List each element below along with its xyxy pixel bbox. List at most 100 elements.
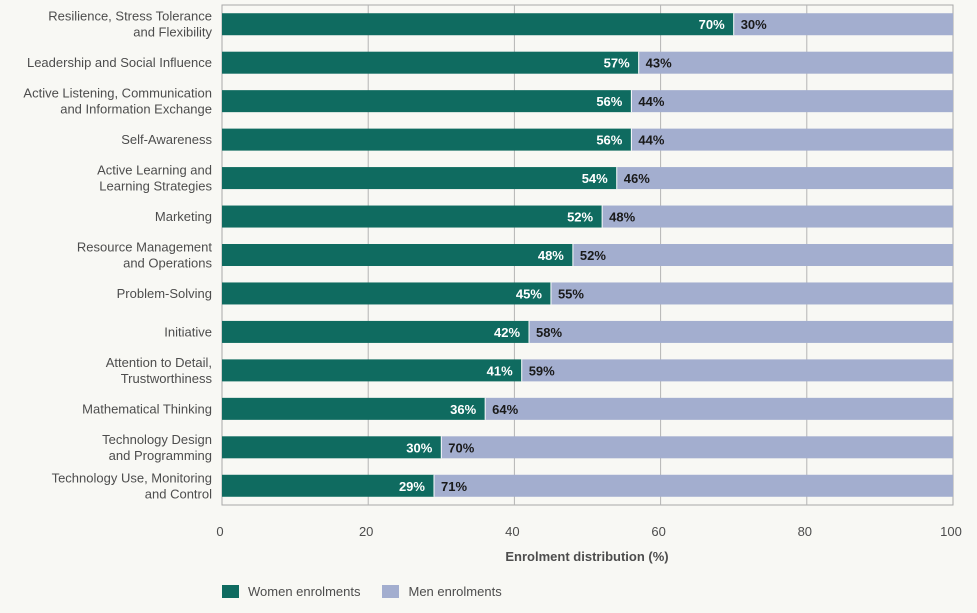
data-label-men-7: 55%: [558, 286, 584, 301]
legend-item-men: Men enrolments: [382, 584, 502, 599]
category-label-line: Technology Design: [102, 432, 212, 447]
data-label-women-9: 41%: [487, 363, 513, 378]
category-labels: Resilience, Stress Tolerance and Flexibil…: [23, 9, 212, 502]
legend-swatch-men: [382, 585, 400, 598]
category-label-5: Marketing: [155, 209, 212, 224]
category-label-line: Problem-Solving: [117, 286, 212, 301]
category-label-line: and Flexibility: [133, 25, 212, 40]
data-label-women-5: 52%: [567, 210, 593, 225]
category-label-10: Mathematical Thinking: [82, 401, 212, 416]
data-label-women-0: 70%: [699, 17, 725, 32]
category-label-line: and Operations: [123, 256, 212, 271]
data-label-men-9: 59%: [529, 363, 555, 378]
category-label-line: Self-Awareness: [121, 132, 212, 147]
data-label-women-3: 56%: [596, 133, 622, 148]
data-label-men-11: 70%: [448, 440, 474, 455]
category-label-line: Trustworthiness: [121, 371, 213, 386]
data-label-women-1: 57%: [604, 56, 630, 71]
bar-women-6: [222, 244, 573, 266]
data-label-women-8: 42%: [494, 325, 520, 340]
category-label-line: Learning Strategies: [99, 179, 212, 194]
category-label-6: Resource Management and Operations: [77, 240, 213, 271]
category-label-line: Resource Management: [77, 240, 213, 255]
legend-label-women: Women enrolments: [248, 584, 361, 599]
data-label-women-12: 29%: [399, 479, 425, 494]
category-label-line: and Programming: [109, 448, 212, 463]
category-label-line: Active Learning and: [97, 163, 212, 178]
category-label-12: Technology Use, Monitoring and Control: [52, 470, 213, 501]
bar-women-12: [222, 474, 434, 497]
category-label-1: Leadership and Social Influence: [27, 55, 212, 70]
bar-men-0: [733, 13, 953, 36]
category-label-line: and Control: [145, 486, 212, 501]
category-label-line: Active Listening, Communication: [23, 86, 212, 101]
x-tick-label-100: 100: [940, 524, 962, 539]
data-label-women-2: 56%: [596, 94, 622, 109]
bar-men-12: [433, 474, 953, 497]
data-label-men-12: 71%: [441, 479, 467, 494]
data-label-men-4: 46%: [624, 171, 650, 186]
x-tick-label-20: 20: [359, 524, 373, 539]
data-label-women-11: 30%: [406, 440, 432, 455]
bar-men-10: [485, 397, 953, 420]
data-label-women-7: 45%: [516, 286, 542, 301]
x-tick-label-0: 0: [216, 524, 223, 539]
data-label-men-8: 58%: [536, 325, 562, 340]
category-label-line: and Information Exchange: [60, 102, 212, 117]
category-label-line: Initiative: [164, 324, 212, 339]
legend-label-men: Men enrolments: [408, 584, 502, 599]
data-label-women-4: 54%: [582, 171, 608, 186]
bar-women-8: [222, 320, 530, 343]
category-label-line: Attention to Detail,: [106, 355, 212, 370]
x-tick-label-80: 80: [798, 524, 812, 539]
stacked-bar-chart: 70% 30% 57% 43% 56% 44% 56% 44% 54% 46% 52% 48% 48% 5…: [23, 4, 962, 564]
category-label-line: Technology Use, Monitoring: [52, 470, 212, 485]
x-tick-label-40: 40: [505, 524, 519, 539]
x-axis-title: Enrolment distribution (%): [505, 549, 668, 564]
data-label-men-0: 30%: [741, 17, 767, 32]
category-label-3: Self-Awareness: [121, 132, 212, 147]
data-label-men-5: 48%: [609, 210, 635, 225]
bar-men-8: [529, 320, 953, 343]
data-label-women-10: 36%: [450, 402, 476, 417]
category-label-4: Active Learning and Learning Strategies: [97, 163, 212, 194]
bar-men-3: [631, 128, 953, 151]
bar-women-4: [222, 167, 617, 190]
bar-men-6: [572, 244, 953, 266]
category-label-8: Initiative: [164, 324, 212, 339]
data-label-men-2: 44%: [638, 94, 664, 109]
data-label-women-6: 48%: [538, 248, 564, 263]
bar-women-10: [222, 397, 486, 420]
bar-men-5: [602, 205, 953, 228]
legend-swatch-women: [222, 585, 239, 598]
x-axis-ticks: 0 20 40 60 80 100: [216, 524, 961, 539]
bar-women-11: [222, 436, 442, 459]
bar-men-2: [631, 90, 953, 113]
bar-women-3: [222, 128, 632, 151]
bar-men-11: [441, 436, 953, 459]
data-label-men-6: 52%: [580, 248, 606, 263]
category-label-line: Marketing: [155, 209, 212, 224]
category-label-2: Active Listening, Communication and Infor…: [23, 86, 212, 117]
data-label-men-3: 44%: [638, 133, 664, 148]
category-label-0: Resilience, Stress Tolerance and Flexibil…: [48, 9, 212, 40]
category-label-11: Technology Design and Programming: [102, 432, 212, 463]
legend: Women enrolments Men enrolments: [222, 584, 502, 599]
bar-women-1: [222, 51, 639, 74]
bar-men-4: [616, 167, 953, 190]
bar-women-5: [222, 205, 603, 228]
category-label-line: Resilience, Stress Tolerance: [48, 9, 212, 24]
bar-women-9: [222, 359, 522, 382]
bar-men-1: [638, 51, 953, 74]
legend-item-women: Women enrolments: [222, 584, 360, 599]
x-tick-label-60: 60: [651, 524, 665, 539]
category-label-7: Problem-Solving: [117, 286, 212, 301]
bar-women-2: [222, 90, 632, 113]
bar-women-7: [222, 282, 551, 305]
bar-men-7: [550, 282, 953, 305]
category-label-line: Leadership and Social Influence: [27, 55, 212, 70]
category-label-line: Mathematical Thinking: [82, 401, 212, 416]
category-label-9: Attention to Detail, Trustworthiness: [106, 355, 213, 386]
bar-men-9: [521, 359, 953, 382]
data-label-men-10: 64%: [492, 402, 518, 417]
